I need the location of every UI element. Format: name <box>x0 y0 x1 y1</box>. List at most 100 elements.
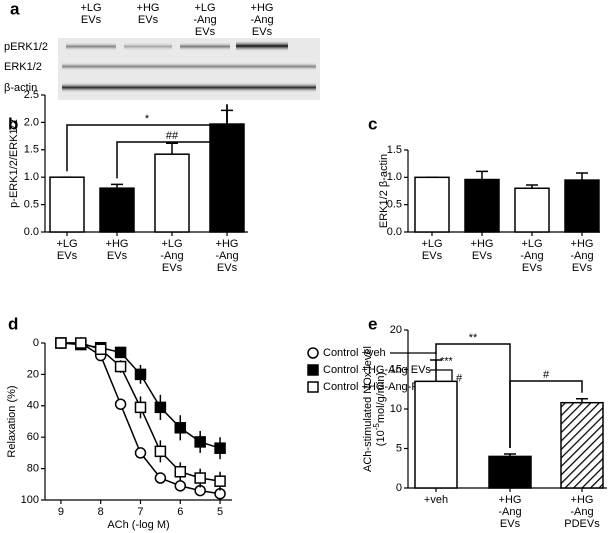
panel-letter: b <box>8 114 18 133</box>
x-tick-label: +veh <box>424 494 448 506</box>
significance-label: ## <box>166 130 179 142</box>
marker <box>174 465 187 478</box>
marker <box>134 447 147 459</box>
marker <box>154 401 167 414</box>
legend-marker <box>307 347 319 359</box>
unit-part: (10 <box>375 430 387 446</box>
significance-label: # <box>543 369 550 381</box>
x-tick-label: -Ang <box>520 250 543 262</box>
y-axis-label: ACh-stimulated NOx level <box>362 346 374 472</box>
y-tick-label: 2.5 <box>24 89 39 101</box>
y-tick-label: 80 <box>27 463 39 475</box>
y-tick-label: 20 <box>27 368 39 380</box>
marker <box>154 445 167 458</box>
error-bar <box>576 172 588 181</box>
x-tick-label: +HG <box>499 494 522 506</box>
x-tick-label: +HG <box>571 238 594 250</box>
bar <box>564 179 600 233</box>
marker <box>134 401 147 414</box>
y-tick-label: 1.0 <box>387 171 402 183</box>
x-tick-label: 5 <box>217 506 223 518</box>
lane-label: +HG <box>137 2 160 14</box>
x-axis-label: ACh (-log M) <box>107 519 169 531</box>
panel-letter: a <box>10 0 20 18</box>
y-tick-label: 1.5 <box>24 144 39 156</box>
marker <box>154 472 167 484</box>
x-tick-label: EVs <box>500 518 521 530</box>
y-axis-unit: (10-5mol/g/min) <box>372 372 387 446</box>
row-label: ERK1/2 <box>4 61 42 73</box>
bar <box>514 187 550 233</box>
y-tick-label: 20 <box>390 324 402 336</box>
y-tick-label: 1.0 <box>24 171 39 183</box>
blot-image <box>58 38 320 100</box>
significance-label: ** <box>469 332 478 344</box>
x-tick-label: EVs <box>522 262 543 274</box>
lane-label: EVs <box>252 26 273 38</box>
significance-label: *** <box>440 355 454 367</box>
x-tick-label: -Ang <box>215 250 238 262</box>
marker <box>174 422 187 434</box>
legend-marker <box>307 364 319 376</box>
x-tick-label: 7 <box>137 506 143 518</box>
x-tick-label: EVs <box>572 262 593 274</box>
y-tick-label: 40 <box>27 400 39 412</box>
x-tick-label: EVs <box>217 262 238 274</box>
x-tick-label: +HG <box>216 238 239 250</box>
bar <box>464 178 500 233</box>
lane-label: EVs <box>81 14 102 26</box>
significance-bracket <box>509 380 583 449</box>
bar <box>414 380 458 489</box>
marker <box>214 475 226 487</box>
marker <box>134 368 147 381</box>
x-tick-label: EVs <box>162 262 183 274</box>
unit-part: mol/g/min) <box>375 372 387 423</box>
y-tick-label: 2.0 <box>24 116 39 128</box>
x-tick-label: +HG <box>106 238 129 250</box>
y-tick-label: 60 <box>27 431 39 443</box>
marker <box>214 442 226 454</box>
lane-label: +LG <box>80 2 101 14</box>
x-tick-label: EVs <box>472 250 493 262</box>
bar <box>414 176 450 233</box>
y-tick-label: 0.5 <box>387 199 402 211</box>
x-tick-label: +LG <box>161 238 182 250</box>
y-tick-label: 0.5 <box>24 199 39 211</box>
bar <box>488 455 532 489</box>
x-tick-label: 9 <box>58 506 64 518</box>
x-tick-label: 8 <box>98 506 104 518</box>
marker <box>114 346 127 359</box>
significance-bracket <box>116 104 228 179</box>
x-tick-label: EVs <box>107 250 128 262</box>
legend-label: Control +HG-Ang EVs <box>323 364 431 376</box>
y-axis-label: Relaxation (%) <box>6 385 18 457</box>
error-bar <box>430 359 442 382</box>
row-label: β-actin <box>4 82 37 94</box>
significance-label: # <box>456 372 463 384</box>
y-tick-label: 0.0 <box>387 226 402 238</box>
y-tick-label: 10 <box>390 403 402 415</box>
bar <box>560 401 604 489</box>
y-tick-label: 0 <box>396 482 402 494</box>
y-tick-label: 0 <box>33 337 39 349</box>
lane-label: EVs <box>195 26 216 38</box>
lane-label: -Ang <box>250 14 273 26</box>
bar <box>99 187 135 233</box>
lane-label: +HG <box>251 2 274 14</box>
x-tick-label: +HG <box>471 238 494 250</box>
legend-label: Control +veh <box>323 347 386 359</box>
row-label: pERK1/2 <box>4 41 48 53</box>
panel-letter: d <box>8 314 18 333</box>
x-tick-label: +LG <box>421 238 442 250</box>
marker <box>94 343 107 356</box>
legend-marker <box>307 381 319 393</box>
lane-label: -Ang <box>193 14 216 26</box>
marker <box>55 337 67 349</box>
marker <box>194 436 206 448</box>
error-bar <box>166 142 178 155</box>
x-tick-label: EVs <box>422 250 443 262</box>
unit-exponent: -5 <box>372 423 381 431</box>
marker <box>194 472 206 484</box>
y-axis-label: ERK1/2 β-actin <box>378 154 390 228</box>
lane-label: EVs <box>138 14 159 26</box>
